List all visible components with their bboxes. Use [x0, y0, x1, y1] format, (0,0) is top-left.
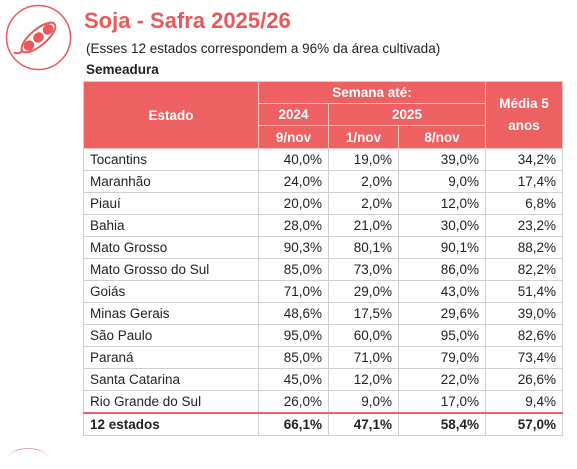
cell-value: 2,0% [328, 170, 399, 193]
table-row: Tocantins 40,0% 19,0% 39,0% 34,2% [83, 148, 563, 171]
cell-value: 29,6% [398, 302, 486, 325]
cell-value: 26,6% [485, 368, 563, 391]
table-row: Bahia 28,0% 21,0% 30,0% 23,2% [83, 214, 563, 237]
cell-value: 39,0% [485, 302, 563, 325]
cell-value: 86,0% [398, 258, 486, 281]
cell-value: 21,0% [328, 214, 399, 237]
table-row: Mato Grosso do Sul 85,0% 73,0% 86,0% 82,… [83, 258, 563, 281]
cell-estado: 12 estados [83, 412, 259, 436]
cell-value: 60,0% [328, 324, 399, 347]
cell-value: 82,6% [485, 324, 563, 347]
cell-value: 12,0% [328, 368, 399, 391]
cell-estado: Maranhão [83, 170, 259, 193]
cell-estado: Rio Grande do Sul [83, 390, 259, 414]
cell-value: 71,0% [258, 280, 329, 303]
table-row: Piauí 20,0% 2,0% 12,0% 6,8% [83, 192, 563, 215]
cell-estado: Bahia [83, 214, 259, 237]
cell-value: 90,1% [398, 236, 486, 259]
table-row: Mato Grosso 90,3% 80,1% 90,1% 88,2% [83, 236, 563, 259]
cell-value: 66,1% [258, 412, 329, 436]
header-estado: Estado [83, 81, 259, 149]
cell-value: 28,0% [258, 214, 329, 237]
header-1nov: 1/nov [328, 125, 399, 149]
cell-value: 9,4% [485, 390, 563, 414]
cell-value: 57,0% [485, 412, 563, 436]
header-media: Média 5 anos [485, 81, 563, 149]
cell-estado: Piauí [83, 192, 259, 215]
cell-value: 9,0% [398, 170, 486, 193]
cell-value: 12,0% [398, 192, 486, 215]
cell-value: 30,0% [398, 214, 486, 237]
header-2025: 2025 [328, 103, 486, 126]
header-2024: 2024 [258, 103, 329, 126]
cell-estado: Paraná [83, 346, 259, 369]
cell-estado: Minas Gerais [83, 302, 259, 325]
table-row: Goiás 71,0% 29,0% 43,0% 51,4% [83, 280, 563, 303]
page-subtitle: (Esses 12 estados correspondem a 96% da … [86, 41, 441, 56]
cell-value: 17,0% [398, 390, 486, 414]
cell-value: 6,8% [485, 192, 563, 215]
cell-value: 58,4% [398, 412, 486, 436]
header-8nov: 8/nov [398, 125, 486, 149]
cell-value: 23,2% [485, 214, 563, 237]
cell-value: 43,0% [398, 280, 486, 303]
soybean-pod-icon [5, 4, 72, 71]
cell-value: 17,5% [328, 302, 399, 325]
cell-estado: Mato Grosso do Sul [83, 258, 259, 281]
cell-value: 95,0% [258, 324, 329, 347]
cell-value: 17,4% [485, 170, 563, 193]
cell-value: 79,0% [398, 346, 486, 369]
cell-value: 45,0% [258, 368, 329, 391]
page-title: Soja - Safra 2025/26 [84, 8, 291, 33]
cell-value: 29,0% [328, 280, 399, 303]
table-row: Santa Catarina 45,0% 12,0% 22,0% 26,6% [83, 368, 563, 391]
cell-value: 73,4% [485, 346, 563, 369]
cell-value: 34,2% [485, 148, 563, 171]
table-row: Rio Grande do Sul 26,0% 9,0% 17,0% 9,4% [83, 390, 563, 414]
cell-value: 51,4% [485, 280, 563, 303]
cell-value: 95,0% [398, 324, 486, 347]
table-row: Minas Gerais 48,6% 17,5% 29,6% 39,0% [83, 302, 563, 325]
cell-value: 73,0% [328, 258, 399, 281]
cell-value: 80,1% [328, 236, 399, 259]
cell-value: 22,0% [398, 368, 486, 391]
cell-value: 9,0% [328, 390, 399, 414]
cell-value: 90,3% [258, 236, 329, 259]
section-label: Semeadura [86, 62, 159, 77]
cell-value: 39,0% [398, 148, 486, 171]
table-row: São Paulo 95,0% 60,0% 95,0% 82,6% [83, 324, 563, 347]
cell-value: 85,0% [258, 346, 329, 369]
cell-value: 71,0% [328, 346, 399, 369]
table-row: Paraná 85,0% 71,0% 79,0% 73,4% [83, 346, 563, 369]
cell-value: 26,0% [258, 390, 329, 414]
cell-value: 48,6% [258, 302, 329, 325]
sowing-table: Estado Semana até: Média 5 anos 2024 202… [83, 81, 563, 436]
cell-value: 19,0% [328, 148, 399, 171]
cell-estado: Santa Catarina [83, 368, 259, 391]
cell-estado: Mato Grosso [83, 236, 259, 259]
decorative-circle [8, 448, 48, 469]
cell-value: 2,0% [328, 192, 399, 215]
table-row: Maranhão 24,0% 2,0% 9,0% 17,4% [83, 170, 563, 193]
table-total-row: 12 estados 66,1% 47,1% 58,4% 57,0% [83, 412, 563, 436]
cell-estado: São Paulo [83, 324, 259, 347]
cell-estado: Goiás [83, 280, 259, 303]
cell-value: 40,0% [258, 148, 329, 171]
cell-estado: Tocantins [83, 148, 259, 171]
cell-value: 24,0% [258, 170, 329, 193]
cell-value: 82,2% [485, 258, 563, 281]
cell-value: 47,1% [328, 412, 399, 436]
header-semana: Semana até: [258, 81, 486, 104]
cell-value: 88,2% [485, 236, 563, 259]
cell-value: 20,0% [258, 192, 329, 215]
header-9nov: 9/nov [258, 125, 329, 149]
cell-value: 85,0% [258, 258, 329, 281]
